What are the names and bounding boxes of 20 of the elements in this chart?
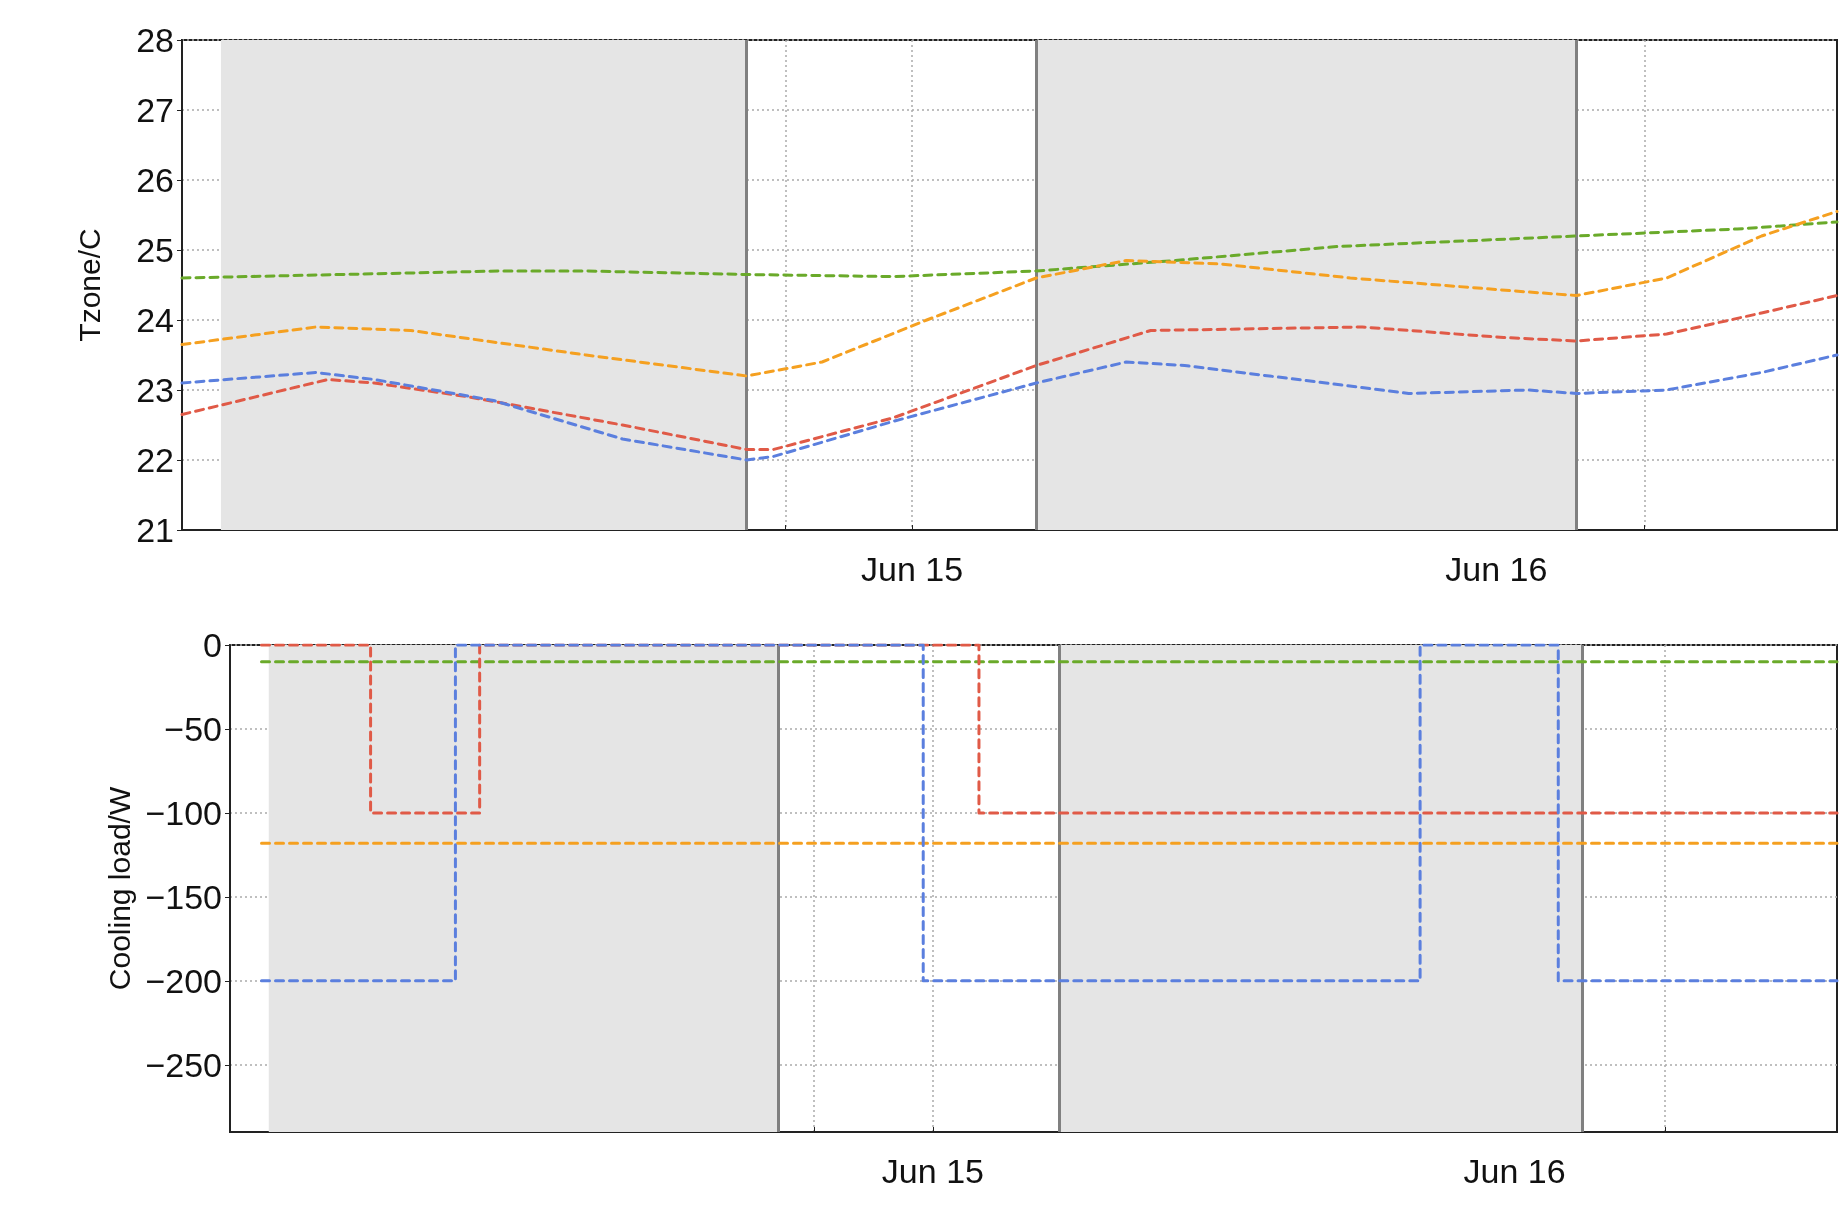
- y-tick-label: 21: [136, 511, 174, 549]
- y-tick-label: 22: [136, 441, 174, 479]
- y-tick-label: 24: [136, 301, 174, 339]
- y-axis-title: Cooling load/W: [103, 786, 137, 991]
- y-tick-label: −250: [145, 1045, 222, 1084]
- x-tick-label: Jun 15: [881, 1152, 984, 1190]
- y-tick-label: 27: [136, 91, 174, 129]
- y-axis-title: Tzone/C: [72, 228, 106, 342]
- y-tick-label: −200: [145, 961, 222, 1000]
- y-tick-label: 0: [203, 626, 222, 664]
- y-tick-label: 26: [136, 161, 174, 199]
- y-tick-label: 28: [136, 21, 174, 59]
- x-tick-label: Jun 16: [1463, 1152, 1566, 1190]
- y-tick-label: 23: [136, 371, 174, 409]
- y-tick-label: −150: [145, 877, 222, 916]
- y-tick-label: 25: [136, 231, 174, 269]
- y-tick-label: −50: [164, 709, 222, 748]
- y-tick-label: −100: [145, 793, 222, 832]
- x-tick-label: Jun 16: [1445, 550, 1548, 588]
- x-tick-label: Jun 15: [861, 550, 964, 588]
